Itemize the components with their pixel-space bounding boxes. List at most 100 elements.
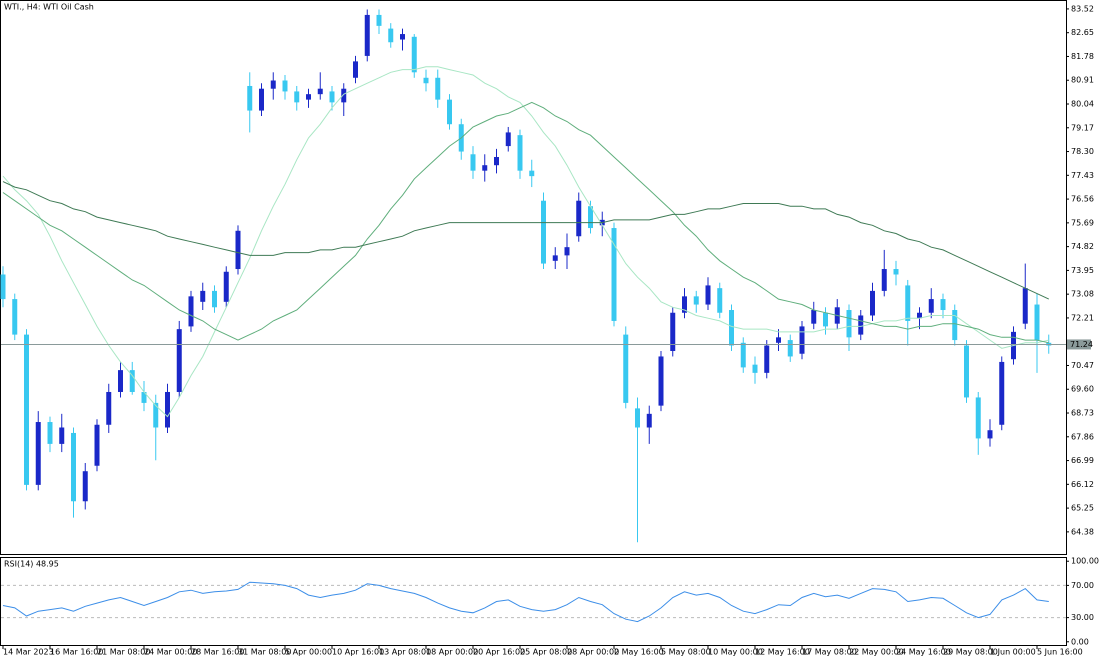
y-tick-label: 73.95 (1071, 266, 1094, 275)
candle-body (12, 299, 18, 335)
candle-body (799, 326, 805, 354)
x-tick-label: 28 Mar 16:00 (191, 648, 244, 657)
candle-body (106, 391, 112, 425)
y-tick-label: 0.00 (1071, 637, 1089, 646)
candle-body (975, 397, 981, 439)
x-tick-label: 21 Mar 08:00 (97, 648, 150, 657)
price-label-box (1067, 339, 1091, 350)
candle-body (846, 310, 852, 338)
candle-body (517, 135, 523, 171)
candle-body (611, 228, 617, 321)
candle-body (411, 36, 417, 73)
candle-body (329, 91, 335, 103)
y-tick-label: 68.73 (1071, 409, 1094, 418)
x-tick-label: 24 May 16:00 (896, 648, 951, 657)
candle-body (987, 430, 993, 439)
y-tick-label: 70.00 (1071, 581, 1094, 590)
candle-body (294, 91, 300, 103)
candle-body (893, 269, 899, 275)
rsi-title: RSI(14) 48.95 (4, 560, 59, 569)
candle-body (823, 312, 828, 327)
x-tick-label: 12 May 16:00 (755, 648, 810, 657)
x-tick-label: 16 Mar 16:00 (50, 648, 103, 657)
candle-body (1022, 288, 1028, 324)
candle-body (400, 34, 405, 40)
candle-body (870, 290, 875, 316)
candle-body (212, 290, 217, 308)
y-tick-label: 72.21 (1071, 313, 1094, 322)
candle-body (0, 274, 6, 300)
x-tick-label: 29 May 08:00 (943, 648, 998, 657)
candle-body (693, 296, 699, 305)
x-tick-label: 2 May 16:00 (614, 648, 664, 657)
candle-body (658, 356, 664, 406)
candle-body (306, 94, 311, 100)
candle-body (165, 391, 170, 428)
candle-body (447, 99, 452, 125)
candle-body (24, 334, 29, 485)
y-tick-label: 65.25 (1071, 504, 1094, 513)
x-tick-label: 5 May 08:00 (661, 648, 711, 657)
candle-body (423, 77, 429, 84)
candle-body (270, 80, 276, 89)
candle-body (564, 247, 570, 256)
candle-body (588, 206, 593, 229)
moving-average (2, 66, 1049, 418)
candle-body (341, 88, 347, 103)
rsi-line (2, 581, 1049, 623)
candle-body (247, 85, 253, 111)
candle-body (47, 422, 53, 444)
x-tick-label: 10 May 00:00 (708, 648, 763, 657)
candle-body (35, 422, 41, 485)
y-tick-label: 82.65 (1071, 28, 1094, 37)
moving-average (2, 101, 1049, 344)
candle-body (482, 165, 488, 171)
candle-body (141, 391, 147, 403)
candle-body (952, 310, 958, 341)
candle-body (188, 296, 194, 327)
y-tick-label: 100.00 (1071, 557, 1099, 566)
candle-body (940, 299, 946, 311)
rsi-panel (0, 557, 1067, 646)
x-tick-label: 28 Apr 00:00 (567, 648, 619, 657)
y-tick-label: 64.38 (1071, 527, 1094, 536)
candle-body (494, 157, 499, 166)
candle-body (776, 337, 781, 343)
candle-body (1034, 304, 1040, 341)
candle-body (470, 154, 476, 171)
y-tick-label: 73.08 (1071, 290, 1094, 299)
candle-body (646, 413, 652, 428)
candle-body (670, 312, 676, 351)
candle-body (118, 370, 123, 392)
candle-body (541, 200, 546, 264)
candle-body (928, 299, 934, 313)
y-tick-label: 30.00 (1071, 613, 1094, 622)
y-tick-label: 79.17 (1071, 123, 1094, 132)
candle-body (905, 285, 911, 321)
y-tick-label: 66.12 (1071, 480, 1094, 489)
y-tick-label: 77.43 (1071, 171, 1094, 180)
candle-body (717, 288, 723, 313)
x-tick-label: 17 May 08:00 (802, 648, 857, 657)
x-tick-label: 5 Jun 16:00 (1037, 648, 1083, 657)
candle-body (153, 402, 159, 428)
candle-body (635, 408, 640, 428)
y-tick-label: 78.30 (1071, 147, 1094, 156)
main-panel (0, 0, 1067, 555)
x-tick-label: 22 May 00:00 (849, 648, 904, 657)
candle-body (811, 310, 817, 324)
y-tick-label: 81.78 (1071, 52, 1094, 61)
candle-body (353, 61, 358, 78)
y-tick-label: 69.60 (1071, 385, 1094, 394)
y-tick-label: 70.47 (1071, 361, 1094, 370)
price-label: 71.24 (1070, 340, 1093, 349)
candle-body (176, 329, 182, 392)
candle-body (129, 370, 135, 392)
x-tick-label: 1 Jun 00:00 (990, 648, 1036, 657)
candle-body (881, 269, 887, 291)
chart-title: WTI., H4: WTI Oil Cash (4, 3, 94, 12)
x-tick-label: 31 Mar 08:00 (238, 648, 291, 657)
candle-body (94, 424, 100, 466)
candle-body (364, 14, 370, 56)
